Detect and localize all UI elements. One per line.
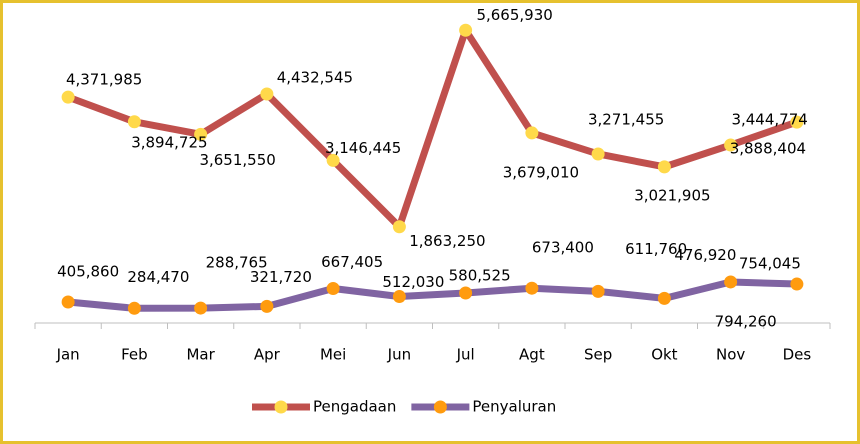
data-label: 284,470 — [127, 268, 189, 286]
legend-marker — [433, 400, 447, 414]
marker — [61, 90, 75, 104]
data-label: 476,920 — [674, 246, 736, 264]
marker — [657, 291, 671, 305]
data-label: 3,679,010 — [503, 163, 579, 181]
x-tick-label: Apr — [254, 346, 281, 364]
marker — [724, 275, 738, 289]
marker — [724, 138, 738, 152]
marker — [127, 115, 141, 129]
marker — [260, 299, 274, 313]
data-label: 4,371,985 — [66, 71, 142, 89]
x-tick-label: Jun — [387, 346, 411, 364]
data-label: 3,021,905 — [634, 186, 710, 204]
x-tick-label: Des — [783, 346, 812, 364]
x-tick-label: Mar — [186, 346, 215, 364]
data-label: 580,525 — [449, 267, 511, 285]
marker — [260, 87, 274, 101]
data-label: 667,405 — [321, 253, 383, 271]
data-label: 794,260 — [715, 312, 777, 330]
x-tick-label: Jan — [56, 346, 80, 364]
x-tick-label: Nov — [716, 346, 745, 364]
legend-label: Pengadaan — [313, 398, 396, 416]
data-label: 3,651,550 — [199, 151, 275, 169]
data-label: 611,760 — [625, 240, 687, 258]
data-label: 754,045 — [739, 255, 801, 273]
x-tick-label: Jul — [456, 346, 475, 364]
marker — [392, 290, 406, 304]
data-label: 3,444,774 — [731, 111, 807, 129]
marker — [326, 282, 340, 296]
marker — [392, 220, 406, 234]
x-tick-label: Mei — [320, 346, 346, 364]
data-label: 3,888,404 — [730, 140, 806, 158]
data-label: 5,665,930 — [476, 6, 552, 24]
data-label: 321,720 — [250, 268, 312, 286]
marker — [790, 115, 804, 129]
data-label: 405,860 — [57, 263, 119, 281]
legend-marker — [274, 400, 288, 414]
data-label: 288,765 — [206, 254, 268, 272]
marker — [194, 301, 208, 315]
marker — [326, 153, 340, 167]
marker — [591, 147, 605, 161]
x-tick-label: Agt — [519, 346, 545, 364]
marker — [657, 160, 671, 174]
marker — [194, 127, 208, 141]
marker — [591, 284, 605, 298]
data-label: 1,863,250 — [409, 232, 485, 250]
x-tick-label: Okt — [651, 346, 677, 364]
x-tick-label: Sep — [584, 346, 612, 364]
legend-label: Penyaluran — [472, 398, 556, 416]
data-label: 4,432,545 — [277, 68, 353, 86]
series-line — [66, 26, 799, 231]
data-label: 3,146,445 — [325, 139, 401, 157]
marker — [459, 23, 473, 37]
marker — [61, 295, 75, 309]
series-line — [67, 278, 797, 312]
marker — [525, 126, 539, 140]
x-tick-label: Feb — [121, 346, 148, 364]
marker — [525, 281, 539, 295]
data-label: 3,894,725 — [131, 133, 207, 151]
data-label: 673,400 — [532, 239, 594, 257]
marker — [459, 286, 473, 300]
marker — [127, 301, 141, 315]
marker — [790, 277, 804, 291]
data-label: 3,271,455 — [588, 110, 664, 128]
data-label: 512,030 — [382, 273, 444, 291]
